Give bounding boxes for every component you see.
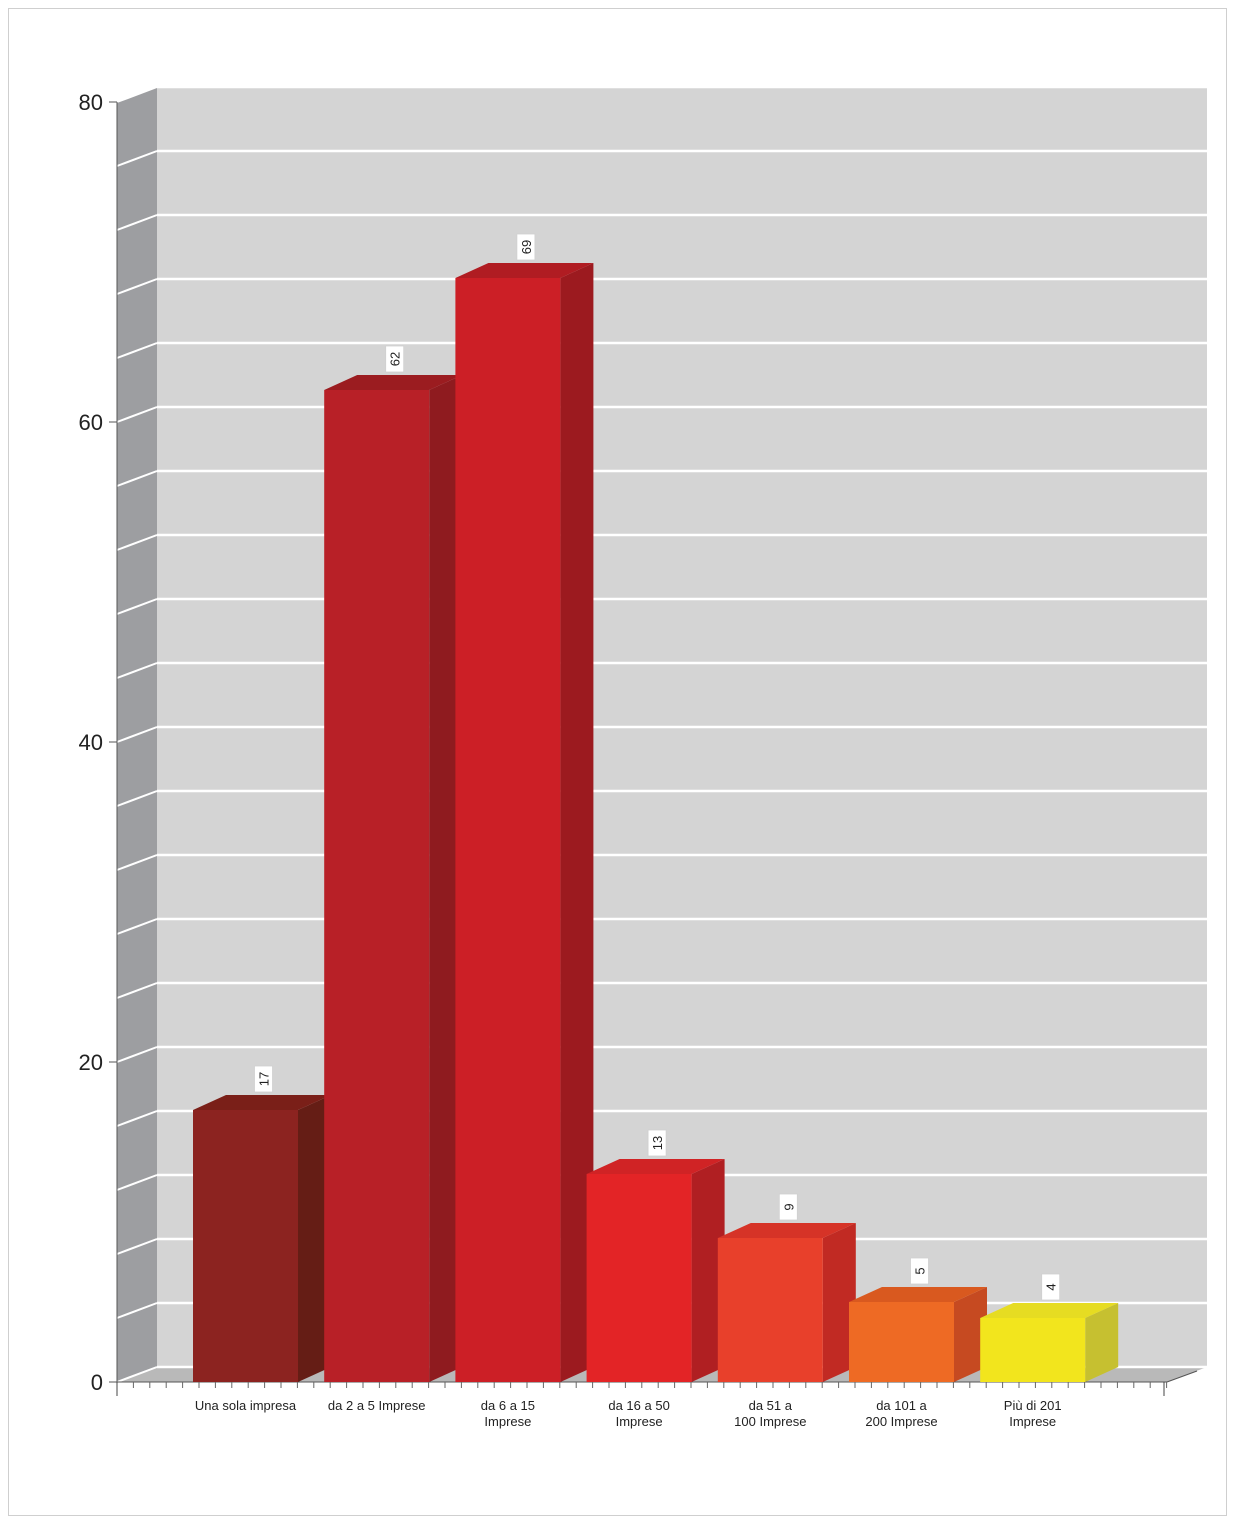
category-label: Imprese <box>484 1414 531 1429</box>
grid-line-side <box>116 1046 158 1063</box>
category-label: 100 Imprese <box>734 1414 806 1429</box>
y-tick-label: 60 <box>79 410 103 435</box>
grid-line-side <box>116 1174 158 1191</box>
grid-line-side <box>116 854 158 871</box>
grid-line-side <box>116 726 158 743</box>
bar-top <box>586 1159 725 1174</box>
bar-side <box>691 1159 725 1382</box>
data-label: 5 <box>910 1257 929 1285</box>
data-label-text: 13 <box>650 1136 665 1150</box>
category-label: da 2 a 5 Imprese <box>328 1398 426 1413</box>
bar-top <box>324 375 463 390</box>
grid-line-side <box>116 918 158 935</box>
grid-line-side <box>116 470 158 487</box>
bar <box>455 278 561 1382</box>
bar-side <box>822 1223 856 1382</box>
data-label-text: 4 <box>1044 1283 1059 1290</box>
bar-side <box>1085 1303 1119 1382</box>
data-label-text: 5 <box>913 1267 928 1274</box>
data-label-text: 17 <box>257 1072 272 1086</box>
data-label-box <box>910 1257 929 1285</box>
category-label: Imprese <box>616 1414 663 1429</box>
grid-line-side <box>116 150 158 167</box>
category-label: Più di 201 <box>1004 1398 1062 1413</box>
grid-line-side <box>116 342 158 359</box>
data-label: 17 <box>254 1065 273 1093</box>
data-label-box <box>647 1129 667 1157</box>
category-labels: Una sola impresa da 2 a 5 Imprese da 6 a 1… <box>195 1398 1062 1429</box>
data-label: 13 <box>647 1129 667 1157</box>
bar-top <box>455 263 594 278</box>
grid-line-side <box>116 214 158 231</box>
bar-side <box>429 375 463 1382</box>
data-label-box <box>778 1193 798 1221</box>
bar-side <box>298 1095 331 1382</box>
data-label-box <box>516 233 536 261</box>
y-axis: 0 20 40 60 80 <box>79 90 118 1395</box>
y-tick-label: 0 <box>91 1370 103 1395</box>
y-tick-label: 80 <box>79 90 103 115</box>
bar-top <box>717 1223 856 1238</box>
category-label: da 6 a 15 <box>481 1398 535 1413</box>
grid-line-side <box>116 598 158 615</box>
data-label: 69 <box>516 233 536 261</box>
data-labels: 17 62 69 13 9 5 4 <box>254 233 1061 1301</box>
data-label-box <box>1041 1273 1061 1301</box>
grid-line-side <box>116 790 158 807</box>
category-label: da 51 a <box>749 1398 793 1413</box>
grid-line-side <box>116 1110 158 1127</box>
grid-line-side <box>116 86 158 103</box>
category-label: da 16 a 50 <box>608 1398 669 1413</box>
grid-line-side <box>116 1302 158 1319</box>
data-label-text: 62 <box>388 352 403 366</box>
data-label: 4 <box>1041 1273 1061 1301</box>
category-label: Imprese <box>1009 1414 1056 1429</box>
category-label: 200 Imprese <box>865 1414 937 1429</box>
grid-line-side <box>116 982 158 999</box>
data-label: 9 <box>778 1193 798 1221</box>
y-tick-label: 20 <box>79 1050 103 1075</box>
category-label: da 101 a <box>876 1398 927 1413</box>
grid-line-side <box>116 1366 158 1383</box>
bars <box>193 263 1119 1382</box>
bar-top <box>980 1303 1119 1318</box>
grid-line-side <box>116 662 158 679</box>
data-label: 62 <box>385 345 405 373</box>
bar-top <box>193 1095 331 1110</box>
bar <box>980 1318 1086 1382</box>
bar <box>849 1302 954 1382</box>
data-label-box <box>385 345 405 373</box>
category-label: Una sola impresa <box>195 1398 297 1413</box>
data-label-text: 9 <box>781 1203 796 1210</box>
bar-side <box>560 263 594 1382</box>
grid-line-side <box>116 1238 158 1255</box>
bar <box>586 1174 692 1382</box>
grid-line-side <box>116 534 158 551</box>
data-label-text: 69 <box>519 240 534 254</box>
data-label-box <box>254 1065 273 1093</box>
x-axis-end <box>1166 1370 1198 1383</box>
y-tick-label: 40 <box>79 730 103 755</box>
bar <box>324 390 430 1382</box>
grid-line-side <box>116 406 158 423</box>
bar-top <box>849 1287 987 1302</box>
bar-side <box>954 1287 987 1382</box>
bar <box>193 1110 298 1382</box>
grid-line-side <box>116 278 158 295</box>
bar <box>717 1238 823 1382</box>
